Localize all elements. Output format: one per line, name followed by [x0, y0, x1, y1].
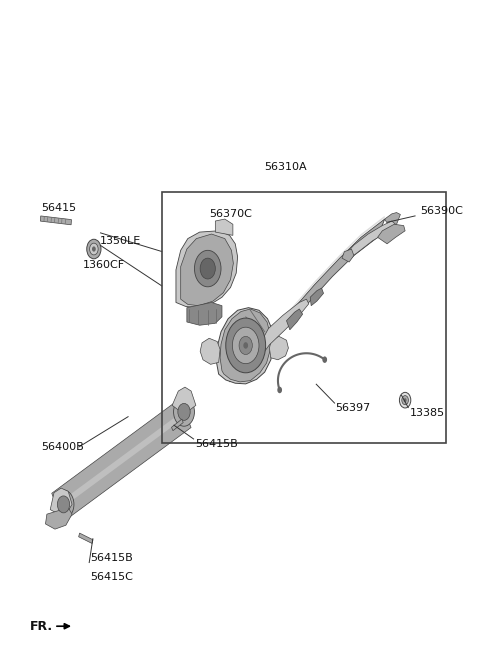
Circle shape	[277, 387, 282, 394]
Polygon shape	[56, 411, 187, 510]
Polygon shape	[216, 307, 273, 384]
Circle shape	[178, 403, 190, 420]
Text: 56397: 56397	[335, 403, 370, 413]
Polygon shape	[349, 221, 396, 258]
Circle shape	[92, 246, 96, 252]
Bar	[162, 192, 446, 443]
Text: 13385: 13385	[410, 408, 445, 419]
Circle shape	[404, 398, 407, 402]
Polygon shape	[229, 219, 384, 382]
Text: 56370C: 56370C	[209, 210, 252, 219]
Text: 1350LE: 1350LE	[100, 236, 141, 246]
Text: FR.: FR.	[30, 620, 53, 633]
Circle shape	[200, 258, 216, 279]
Polygon shape	[200, 338, 220, 365]
Circle shape	[87, 239, 101, 259]
Circle shape	[174, 397, 194, 426]
Polygon shape	[310, 288, 324, 306]
Polygon shape	[187, 302, 222, 325]
Circle shape	[226, 318, 265, 373]
Polygon shape	[269, 336, 288, 360]
Circle shape	[243, 342, 248, 349]
Text: 56415C: 56415C	[91, 572, 133, 582]
Polygon shape	[171, 419, 183, 431]
Circle shape	[232, 327, 259, 364]
Text: 1360CF: 1360CF	[83, 260, 125, 269]
Circle shape	[194, 250, 221, 287]
Polygon shape	[287, 309, 302, 330]
Text: 56390C: 56390C	[420, 206, 463, 216]
Polygon shape	[172, 387, 196, 410]
Polygon shape	[46, 508, 72, 529]
Text: 56400B: 56400B	[42, 442, 84, 452]
Polygon shape	[384, 213, 400, 229]
Polygon shape	[220, 309, 270, 382]
Circle shape	[53, 490, 74, 519]
Circle shape	[402, 396, 408, 405]
Circle shape	[90, 243, 98, 255]
Text: 56415B: 56415B	[91, 553, 133, 563]
Circle shape	[323, 356, 327, 363]
Polygon shape	[261, 299, 309, 355]
Polygon shape	[342, 249, 354, 262]
Polygon shape	[176, 231, 238, 307]
Polygon shape	[378, 224, 405, 244]
Circle shape	[57, 496, 70, 513]
Text: 56415: 56415	[42, 203, 77, 213]
Polygon shape	[79, 533, 93, 543]
Polygon shape	[40, 216, 72, 225]
Polygon shape	[234, 215, 384, 367]
Text: 56310A: 56310A	[264, 162, 306, 172]
Polygon shape	[50, 488, 72, 514]
Polygon shape	[180, 234, 233, 306]
Circle shape	[239, 336, 252, 355]
Polygon shape	[216, 219, 233, 235]
Circle shape	[399, 392, 411, 408]
Text: 56415B: 56415B	[195, 439, 238, 449]
Polygon shape	[52, 399, 191, 522]
